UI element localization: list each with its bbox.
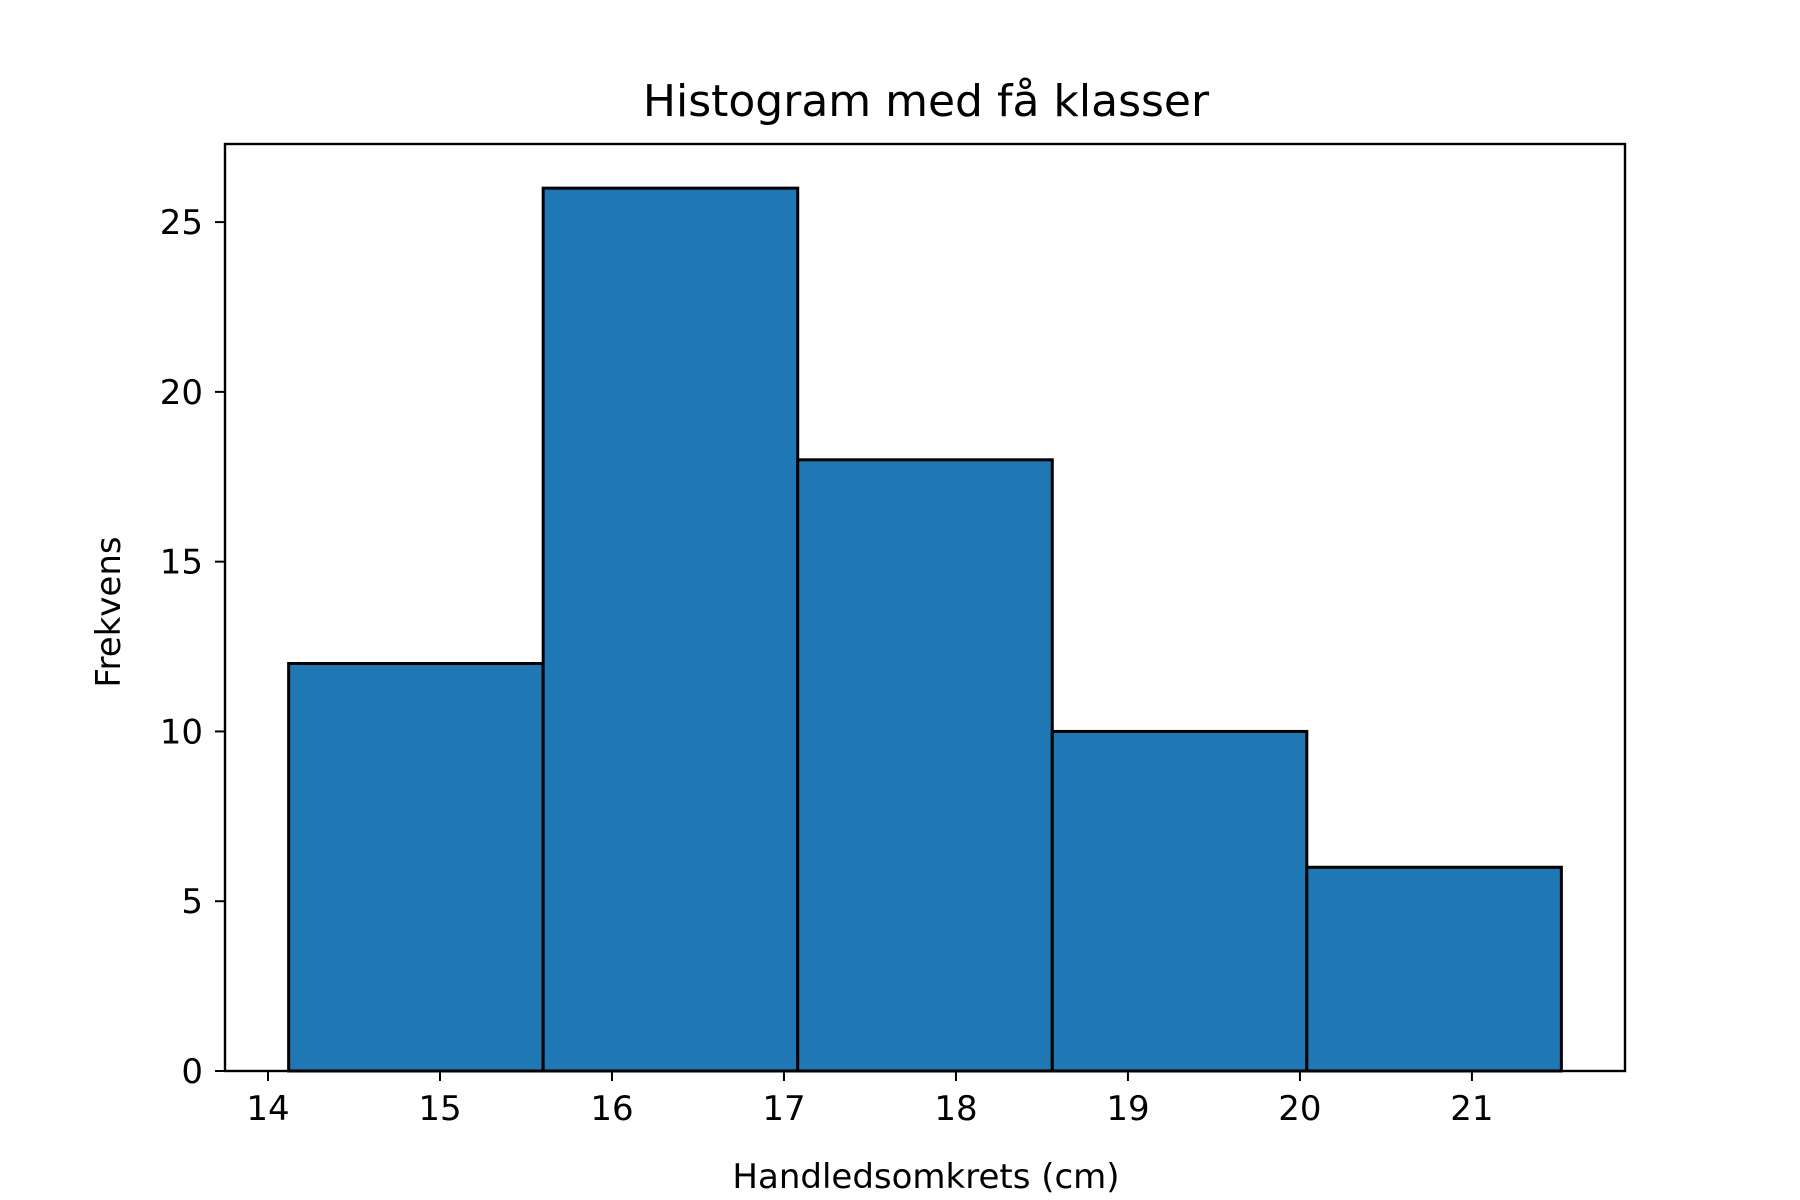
y-tick-label-5: 5 [181, 882, 203, 922]
x-tick-label-16: 16 [590, 1089, 633, 1129]
chart-title: Histogram med få klasser [643, 76, 1210, 127]
plot-area-frame [223, 142, 1627, 1073]
x-axis-label: Handledsomkrets (cm) [732, 1157, 1119, 1197]
x-axis-ticks: 14 15 16 17 18 19 20 21 [246, 1071, 1494, 1129]
histogram-bar-3 [796, 458, 1054, 1073]
x-tick-label-17: 17 [762, 1089, 805, 1129]
histogram-bar-5 [1305, 865, 1563, 1073]
histogram-bar-4 [1050, 729, 1309, 1073]
x-tick-label-14: 14 [246, 1089, 289, 1129]
y-axis-label: Frekvens [89, 536, 129, 687]
histogram-bar-1 [287, 662, 545, 1073]
bars-group [287, 186, 1563, 1073]
y-tick-label-0: 0 [181, 1052, 203, 1092]
y-tick-label-15: 15 [160, 543, 203, 583]
x-tick-label-15: 15 [418, 1089, 461, 1129]
histogram-bar-2 [541, 186, 800, 1073]
x-tick-label-21: 21 [1450, 1089, 1493, 1129]
x-tick-label-18: 18 [934, 1089, 977, 1129]
x-tick-label-19: 19 [1106, 1089, 1149, 1129]
y-tick-label-20: 20 [160, 373, 203, 413]
x-tick-label-20: 20 [1278, 1089, 1321, 1129]
y-axis-ticks: 0 5 10 15 20 25 [160, 203, 225, 1092]
y-tick-label-10: 10 [160, 712, 203, 752]
y-tick-label-25: 25 [160, 203, 203, 243]
